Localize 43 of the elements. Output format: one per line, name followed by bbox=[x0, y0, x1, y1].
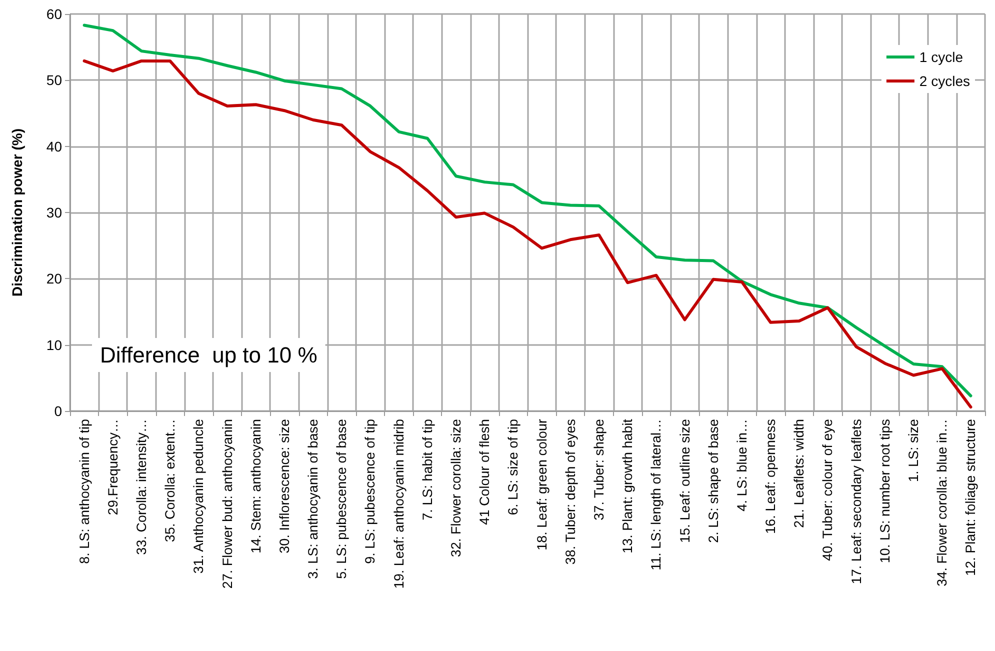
legend-label: 1 cycle bbox=[919, 49, 964, 65]
x-tick-label: 11. LS: length of lateral… bbox=[648, 419, 664, 570]
x-tick-label: 37. Tuber: shape bbox=[591, 419, 606, 520]
y-tick-label: 40 bbox=[46, 138, 62, 154]
annotation: Difference up to 10 % bbox=[100, 342, 318, 368]
y-axis-title: Discrimination power (%) bbox=[9, 128, 25, 297]
x-tick-label: 13. Plant: growth habit bbox=[620, 418, 636, 554]
x-tick-label: 30. Inflorescence: size bbox=[276, 419, 292, 554]
legend-label: 2 cycles bbox=[919, 73, 970, 89]
x-tick-label: 14. Stem: anthocyanin bbox=[248, 419, 264, 554]
x-tick-label: 2. LS: shape of base bbox=[706, 419, 721, 543]
x-tick-label: 5. LS: pubescence of base bbox=[334, 419, 350, 579]
y-tick-label: 50 bbox=[46, 72, 62, 88]
x-tick-label: 7. LS: habit of tip bbox=[420, 419, 435, 520]
x-tick-label: 10. LS: number root tips bbox=[877, 418, 892, 564]
x-tick-label: 1. LS: size bbox=[906, 419, 922, 482]
x-tick-label: 29.Frequency… bbox=[105, 419, 120, 516]
x-tick-label: 4. LS: blue in… bbox=[734, 419, 750, 512]
x-tick-label: 41 Colour of flesh bbox=[477, 419, 492, 525]
x-tick-label: 9. LS: pubescence of tip bbox=[362, 419, 378, 564]
x-tick-label: 32. Flower corolla: size bbox=[448, 419, 464, 558]
x-tick-label: 34. Flower corolla: blue in… bbox=[934, 419, 950, 586]
y-tick-label: 60 bbox=[46, 6, 62, 22]
y-tick-label: 0 bbox=[54, 403, 62, 419]
y-tick-label: 20 bbox=[46, 270, 62, 287]
x-tick-label: 35. Corolla: extent… bbox=[162, 419, 178, 542]
x-tick-label: 18. Leaf: green colour bbox=[534, 418, 550, 550]
x-tick-label: 27. Flower bud: anthocyanin bbox=[220, 419, 235, 589]
x-tick-label: 16. Leaf: openness bbox=[763, 418, 778, 534]
y-tick-label: 10 bbox=[46, 336, 62, 353]
x-tick-label: 3. LS: anthocyanin of base bbox=[306, 419, 321, 579]
x-tick-label: 19. Leaf: anthocyanin midrib bbox=[391, 419, 406, 589]
x-tick-label: 17. Leaf: secondary leaflets bbox=[848, 418, 864, 584]
x-tick-label: 38. Tuber: depth of eyes bbox=[562, 418, 578, 565]
x-tick-label: 6. LS: size of tip bbox=[506, 419, 521, 516]
x-tick-label: 12. Plant: foliage structure bbox=[963, 419, 978, 576]
y-tick-label: 30 bbox=[46, 204, 62, 220]
x-tick-label: 33. Corolla: intensity… bbox=[134, 419, 149, 555]
x-tick-label: 31. Anthocyanin peduncle bbox=[191, 419, 206, 574]
x-tick-label: 15. Leaf: outline size bbox=[677, 419, 692, 543]
x-tick-label: 40. Tuber: colour of eye bbox=[820, 419, 836, 561]
x-tick-label: 8. LS: anthocyanin of tip bbox=[76, 419, 92, 564]
x-tick-label: 21. Leaflets: width bbox=[792, 419, 807, 528]
